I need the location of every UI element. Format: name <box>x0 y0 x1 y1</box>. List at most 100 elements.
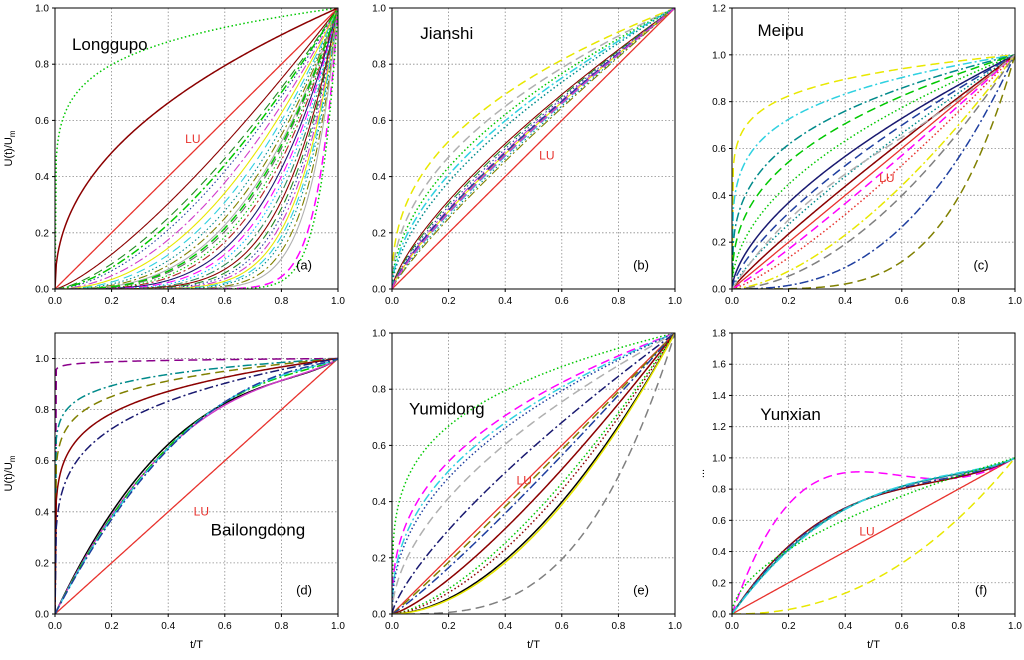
x-tick-label: 0.4 <box>161 296 175 307</box>
panel-label: (c) <box>973 257 988 272</box>
x-axis-title: t/T <box>867 639 880 651</box>
panel-3: 0.0 0.2 0.4 0.6 0.8 1.0 0.0 0.2 0.4 0.6 0.8 1.0 Bail… <box>3 332 345 651</box>
series-line-family <box>55 8 338 289</box>
series-line <box>732 457 1015 614</box>
series-line <box>732 54 1015 289</box>
y-axis-title-subscript: m <box>8 130 17 137</box>
y-tick-label: 0.6 <box>712 516 726 527</box>
y-tick-label: 1.0 <box>35 354 49 365</box>
series-line <box>732 54 1015 289</box>
plot-frame <box>54 332 339 615</box>
y-tick-label: 0.4 <box>712 191 726 202</box>
series-line <box>392 333 675 614</box>
y-tick-label: 0.0 <box>712 610 726 621</box>
panel-title: Bailongdong <box>211 520 306 539</box>
series-line-family <box>55 8 338 289</box>
y-tick-label: 0.8 <box>372 385 386 396</box>
y-tick-label: 0.6 <box>372 116 386 127</box>
y-tick-label: 0.8 <box>35 60 49 71</box>
y-axis-title-subscript: m <box>8 455 17 462</box>
y-tick-label: 0.8 <box>712 485 726 496</box>
y-tick-label: 0.2 <box>712 238 726 249</box>
series-line <box>732 54 1015 289</box>
x-tick-label: 0.0 <box>48 296 62 307</box>
x-tick-label: 0.2 <box>782 621 796 632</box>
y-tick-label: 0.2 <box>372 228 386 239</box>
series-line <box>392 333 675 614</box>
x-tick-label: 0.0 <box>385 621 399 632</box>
x-axis-title: t/T <box>527 639 540 651</box>
panel-title: Jianshi <box>420 24 473 43</box>
series-line <box>392 333 675 614</box>
y-tick-label: 0.8 <box>35 405 49 416</box>
x-tick-label: 0.6 <box>218 621 232 632</box>
x-tick-label: 1.0 <box>668 296 682 307</box>
x-tick-label: 0.0 <box>385 296 399 307</box>
panel-0: 0.0 0.2 0.4 0.6 0.8 1.0 0.0 0.2 0.4 0.6 0.8 1.0 Long… <box>3 4 345 308</box>
series-line <box>55 8 338 289</box>
panel-label: (d) <box>296 582 312 597</box>
series-line <box>732 457 1015 614</box>
series-line <box>732 54 1015 289</box>
x-tick-label: 0.8 <box>274 621 288 632</box>
series-line <box>732 54 1015 289</box>
series-line <box>392 333 675 614</box>
lu-label: LU <box>859 524 874 538</box>
plot-frame <box>731 332 1016 615</box>
x-tick-label: 0.2 <box>105 296 119 307</box>
series-line <box>732 457 1015 614</box>
series-line <box>392 8 675 289</box>
series-line-family <box>55 8 338 289</box>
x-tick-label: 0.4 <box>161 621 175 632</box>
series-line <box>392 333 675 614</box>
series-line <box>392 333 675 614</box>
panel-title: Yunxian <box>760 405 821 424</box>
series-line <box>55 357 338 614</box>
y-tick-label: 0.4 <box>35 507 49 518</box>
series-group <box>392 333 675 614</box>
series-group <box>392 8 675 289</box>
x-tick-label: 0.4 <box>838 621 852 632</box>
series-line-family <box>55 8 338 289</box>
y-tick-label: 1.0 <box>372 329 386 340</box>
lu-label: LU <box>517 474 532 488</box>
series-line <box>392 333 675 614</box>
y-axis-title-partial: ... <box>695 469 707 478</box>
panel-label: (b) <box>633 257 649 272</box>
x-tick-label: 0.2 <box>442 621 456 632</box>
panel-label: (a) <box>296 257 312 272</box>
x-tick-label: 1.0 <box>1008 621 1022 632</box>
series-line <box>732 54 1015 289</box>
x-tick-label: 0.0 <box>725 296 739 307</box>
panel-title: Longgupo <box>72 35 148 54</box>
y-tick-label: 0.0 <box>372 610 386 621</box>
x-tick-label: 0.0 <box>725 621 739 632</box>
series-line <box>732 54 1015 289</box>
lu-line <box>732 54 1015 289</box>
panel-5: 0.0 0.2 0.4 0.6 0.8 1.0 0.0 0.2 0.4 0.6 0.8 1.0 1.2 1… <box>695 329 1022 652</box>
panel-label: (e) <box>633 582 649 597</box>
x-tick-label: 0.6 <box>895 621 909 632</box>
series-line-family <box>55 8 338 289</box>
series-line <box>392 333 675 614</box>
lu-line <box>55 8 338 289</box>
x-tick-label: 0.8 <box>274 296 288 307</box>
series-line <box>392 333 675 614</box>
series-line <box>55 8 338 289</box>
series-line <box>732 54 1015 289</box>
y-tick-label: 0.2 <box>35 558 49 569</box>
y-tick-label: 0.6 <box>35 116 49 127</box>
y-tick-label: 1.0 <box>35 4 49 15</box>
series-line <box>732 54 1015 289</box>
series-line-family <box>392 8 675 289</box>
y-tick-label: 1.2 <box>712 422 726 433</box>
y-tick-label: 0.4 <box>712 547 726 558</box>
lu-line <box>732 457 1015 614</box>
x-tick-label: 0.4 <box>498 296 512 307</box>
series-line <box>55 357 338 614</box>
series-line <box>732 54 1015 289</box>
x-tick-label: 0.4 <box>838 296 852 307</box>
y-tick-label: 0.8 <box>372 60 386 71</box>
y-tick-label: 0.8 <box>712 97 726 108</box>
x-tick-label: 1.0 <box>331 296 345 307</box>
